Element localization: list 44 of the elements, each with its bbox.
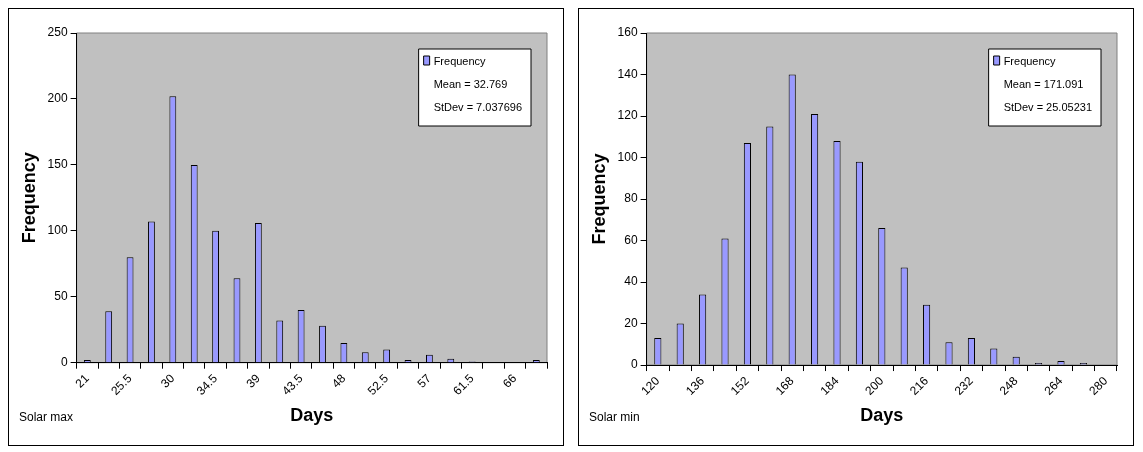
text: Solar max	[19, 410, 74, 424]
x-tick-label: 48	[329, 371, 349, 391]
y-tick-label: 20	[624, 315, 638, 330]
x-tick-label: 152	[727, 373, 753, 398]
y-tick-label: 100	[47, 223, 68, 238]
y-tick-label: 40	[624, 274, 638, 289]
annotation: Mean = 32.769	[433, 78, 508, 90]
x-tick-label: 136	[683, 373, 708, 398]
x-tick-label: 21	[72, 371, 92, 391]
x-tick-label: 280	[1086, 373, 1111, 398]
annotation: StDev = 25.05231	[1003, 101, 1092, 113]
x-tick-label: 43.5	[279, 371, 306, 398]
y-tick-label: 200	[47, 91, 68, 106]
x-tick-label: 30	[157, 371, 178, 391]
y-axis-title: Frequency	[18, 152, 39, 244]
x-tick-label: 184	[817, 373, 842, 398]
y-tick-label: 150	[47, 157, 68, 172]
x-tick-label: 200	[862, 373, 887, 398]
y-tick-label: 140	[617, 66, 638, 81]
y-tick-label: 120	[617, 108, 638, 123]
x-tick-label: 168	[772, 373, 797, 398]
x-tick-label: 66	[500, 371, 520, 391]
x-tick-label: 264	[1041, 373, 1066, 398]
x-tick-label: 248	[996, 373, 1021, 398]
text: Solar min	[589, 410, 640, 424]
legend-label: Frequency	[1003, 55, 1057, 67]
y-axis-title: Frequency	[588, 153, 609, 245]
y-tick-label: 160	[617, 25, 638, 40]
x-tick-label: 216	[907, 373, 932, 398]
x-axis-title: Days	[290, 405, 334, 426]
x-axis-title: Days	[860, 405, 904, 426]
y-tick-label: 50	[54, 289, 68, 304]
y-tick-label: 60	[624, 232, 638, 247]
annotation: Mean = 171.091	[1003, 78, 1084, 90]
y-tick-label: 80	[624, 191, 638, 206]
y-tick-label: 250	[47, 25, 68, 40]
legend-label: Frequency	[433, 55, 487, 67]
y-tick-label: 0	[60, 355, 68, 370]
y-tick-label: 0	[630, 357, 638, 372]
x-tick-label: 232	[951, 373, 977, 398]
x-tick-label: 57	[414, 371, 435, 391]
x-tick-label: 39	[243, 371, 264, 391]
y-tick-label: 100	[617, 149, 638, 164]
annotation: StDev = 7.037696	[433, 101, 522, 113]
